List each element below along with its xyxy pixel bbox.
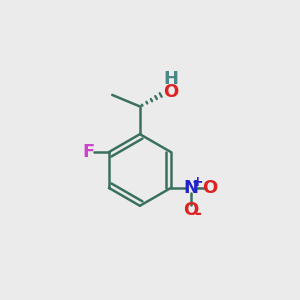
Text: O: O bbox=[202, 179, 218, 197]
Text: O: O bbox=[163, 83, 178, 101]
Text: F: F bbox=[82, 143, 94, 161]
Text: -: - bbox=[194, 205, 201, 223]
Text: H: H bbox=[163, 70, 178, 88]
Text: N: N bbox=[183, 179, 198, 197]
Text: +: + bbox=[192, 175, 203, 189]
Text: O: O bbox=[183, 201, 198, 219]
